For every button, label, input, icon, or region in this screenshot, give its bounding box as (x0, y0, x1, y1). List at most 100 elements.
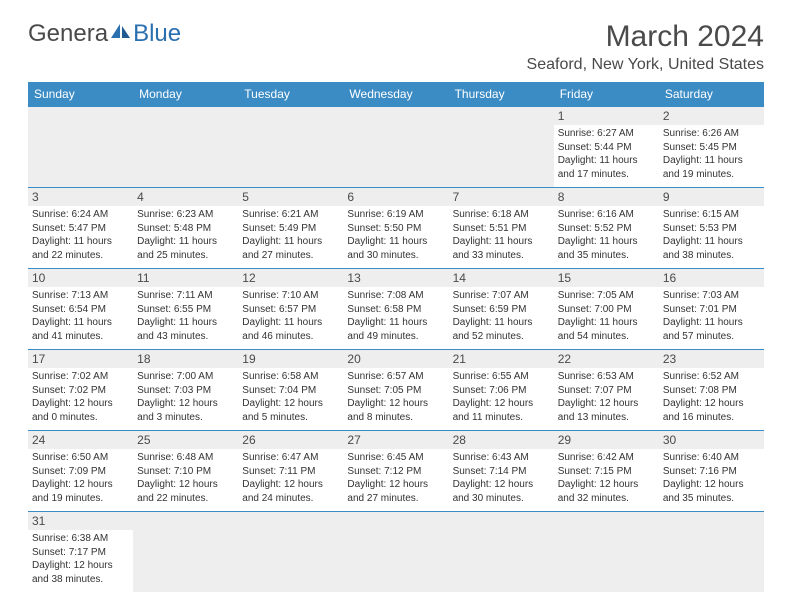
day-details: Sunrise: 6:23 AMSunset: 5:48 PMDaylight:… (137, 208, 234, 262)
day-number: 29 (554, 431, 659, 449)
day-number: 21 (449, 350, 554, 368)
day-details: Sunrise: 6:24 AMSunset: 5:47 PMDaylight:… (32, 208, 129, 262)
day-cell: 7 Sunrise: 6:18 AMSunset: 5:51 PMDaylight… (449, 188, 554, 269)
day-cell: 14 Sunrise: 7:07 AMSunset: 6:59 PMDayligh… (449, 269, 554, 350)
empty-cell (343, 107, 448, 188)
day-details: Sunrise: 6:27 AMSunset: 5:44 PMDaylight:… (558, 127, 655, 181)
title-block: March 2024 Seaford, New York, United Sta… (527, 20, 764, 74)
day-details: Sunrise: 6:43 AMSunset: 7:14 PMDaylight:… (453, 451, 550, 505)
day-cell: 9 Sunrise: 6:15 AMSunset: 5:53 PMDaylight… (659, 188, 764, 269)
day-details: Sunrise: 6:26 AMSunset: 5:45 PMDaylight:… (663, 127, 760, 181)
day-details: Sunrise: 7:13 AMSunset: 6:54 PMDaylight:… (32, 289, 129, 343)
day-number: 30 (659, 431, 764, 449)
day-number: 14 (449, 269, 554, 287)
calendar-body: 1 Sunrise: 6:27 AMSunset: 5:44 PMDaylight… (28, 107, 764, 593)
day-cell: 28 Sunrise: 6:43 AMSunset: 7:14 PMDayligh… (449, 431, 554, 512)
calendar-row: 24 Sunrise: 6:50 AMSunset: 7:09 PMDayligh… (28, 431, 764, 512)
page-subtitle: Seaford, New York, United States (527, 56, 764, 74)
calendar-row: 1 Sunrise: 6:27 AMSunset: 5:44 PMDaylight… (28, 107, 764, 188)
day-details: Sunrise: 6:15 AMSunset: 5:53 PMDaylight:… (663, 208, 760, 262)
empty-cell (449, 107, 554, 188)
day-cell: 23 Sunrise: 6:52 AMSunset: 7:08 PMDayligh… (659, 350, 764, 431)
day-cell: 29 Sunrise: 6:42 AMSunset: 7:15 PMDayligh… (554, 431, 659, 512)
calendar-row: 17 Sunrise: 7:02 AMSunset: 7:02 PMDayligh… (28, 350, 764, 431)
day-details: Sunrise: 6:42 AMSunset: 7:15 PMDaylight:… (558, 451, 655, 505)
empty-cell (133, 512, 238, 593)
day-number: 9 (659, 188, 764, 206)
day-number: 26 (238, 431, 343, 449)
calendar-row: 3 Sunrise: 6:24 AMSunset: 5:47 PMDaylight… (28, 188, 764, 269)
day-number: 18 (133, 350, 238, 368)
day-details: Sunrise: 6:47 AMSunset: 7:11 PMDaylight:… (242, 451, 339, 505)
logo-sail-icon (110, 23, 132, 39)
day-details: Sunrise: 6:18 AMSunset: 5:51 PMDaylight:… (453, 208, 550, 262)
day-details: Sunrise: 6:52 AMSunset: 7:08 PMDaylight:… (663, 370, 760, 424)
day-number: 27 (343, 431, 448, 449)
empty-cell (133, 107, 238, 188)
day-cell: 20 Sunrise: 6:57 AMSunset: 7:05 PMDayligh… (343, 350, 448, 431)
day-details: Sunrise: 7:10 AMSunset: 6:57 PMDaylight:… (242, 289, 339, 343)
day-number: 22 (554, 350, 659, 368)
empty-cell (554, 512, 659, 593)
day-number: 11 (133, 269, 238, 287)
day-details: Sunrise: 6:19 AMSunset: 5:50 PMDaylight:… (347, 208, 444, 262)
day-number: 24 (28, 431, 133, 449)
day-number: 5 (238, 188, 343, 206)
weekday-header: Friday (554, 82, 659, 107)
day-number: 19 (238, 350, 343, 368)
calendar-table: SundayMondayTuesdayWednesdayThursdayFrid… (28, 82, 764, 592)
day-number: 31 (28, 512, 133, 530)
weekday-header: Monday (133, 82, 238, 107)
day-number: 17 (28, 350, 133, 368)
day-number: 16 (659, 269, 764, 287)
day-number: 15 (554, 269, 659, 287)
day-cell: 12 Sunrise: 7:10 AMSunset: 6:57 PMDayligh… (238, 269, 343, 350)
page-title: March 2024 (527, 20, 764, 54)
weekday-header-row: SundayMondayTuesdayWednesdayThursdayFrid… (28, 82, 764, 107)
header: Genera Blue March 2024 Seaford, New York… (28, 20, 764, 74)
day-cell: 26 Sunrise: 6:47 AMSunset: 7:11 PMDayligh… (238, 431, 343, 512)
day-details: Sunrise: 7:11 AMSunset: 6:55 PMDaylight:… (137, 289, 234, 343)
day-details: Sunrise: 7:08 AMSunset: 6:58 PMDaylight:… (347, 289, 444, 343)
day-cell: 13Sunrise: 7:08 AMSunset: 6:58 PMDayligh… (343, 269, 448, 350)
day-cell: 2 Sunrise: 6:26 AMSunset: 5:45 PMDaylight… (659, 107, 764, 188)
day-details: Sunrise: 6:50 AMSunset: 7:09 PMDaylight:… (32, 451, 129, 505)
day-number: 1 (554, 107, 659, 125)
day-cell: 30Sunrise: 6:40 AMSunset: 7:16 PMDayligh… (659, 431, 764, 512)
day-details: Sunrise: 6:21 AMSunset: 5:49 PMDaylight:… (242, 208, 339, 262)
day-number: 7 (449, 188, 554, 206)
day-details: Sunrise: 6:57 AMSunset: 7:05 PMDaylight:… (347, 370, 444, 424)
day-number: 6 (343, 188, 448, 206)
day-cell: 15 Sunrise: 7:05 AMSunset: 7:00 PMDayligh… (554, 269, 659, 350)
day-details: Sunrise: 6:16 AMSunset: 5:52 PMDaylight:… (558, 208, 655, 262)
empty-cell (28, 107, 133, 188)
day-details: Sunrise: 6:38 AMSunset: 7:17 PMDaylight:… (32, 532, 129, 586)
day-number: 10 (28, 269, 133, 287)
day-cell: 17 Sunrise: 7:02 AMSunset: 7:02 PMDayligh… (28, 350, 133, 431)
day-number: 4 (133, 188, 238, 206)
logo-text-part1: Genera (28, 20, 108, 48)
day-cell: 24 Sunrise: 6:50 AMSunset: 7:09 PMDayligh… (28, 431, 133, 512)
day-number: 20 (343, 350, 448, 368)
empty-cell (659, 512, 764, 593)
day-details: Sunrise: 7:00 AMSunset: 7:03 PMDaylight:… (137, 370, 234, 424)
day-details: Sunrise: 7:05 AMSunset: 7:00 PMDaylight:… (558, 289, 655, 343)
day-number: 28 (449, 431, 554, 449)
day-details: Sunrise: 6:58 AMSunset: 7:04 PMDaylight:… (242, 370, 339, 424)
day-number: 12 (238, 269, 343, 287)
weekday-header: Saturday (659, 82, 764, 107)
empty-cell (238, 107, 343, 188)
day-cell: 6 Sunrise: 6:19 AMSunset: 5:50 PMDaylight… (343, 188, 448, 269)
day-number: 3 (28, 188, 133, 206)
day-cell: 27Sunrise: 6:45 AMSunset: 7:12 PMDayligh… (343, 431, 448, 512)
day-cell: 19 Sunrise: 6:58 AMSunset: 7:04 PMDayligh… (238, 350, 343, 431)
day-cell: 1 Sunrise: 6:27 AMSunset: 5:44 PMDaylight… (554, 107, 659, 188)
day-details: Sunrise: 7:07 AMSunset: 6:59 PMDaylight:… (453, 289, 550, 343)
day-cell: 16Sunrise: 7:03 AMSunset: 7:01 PMDayligh… (659, 269, 764, 350)
calendar-row: 31 Sunrise: 6:38 AMSunset: 7:17 PMDayligh… (28, 512, 764, 593)
day-cell: 4 Sunrise: 6:23 AMSunset: 5:48 PMDaylight… (133, 188, 238, 269)
day-number: 23 (659, 350, 764, 368)
day-details: Sunrise: 7:02 AMSunset: 7:02 PMDaylight:… (32, 370, 129, 424)
day-number: 2 (659, 107, 764, 125)
day-cell: 11 Sunrise: 7:11 AMSunset: 6:55 PMDayligh… (133, 269, 238, 350)
